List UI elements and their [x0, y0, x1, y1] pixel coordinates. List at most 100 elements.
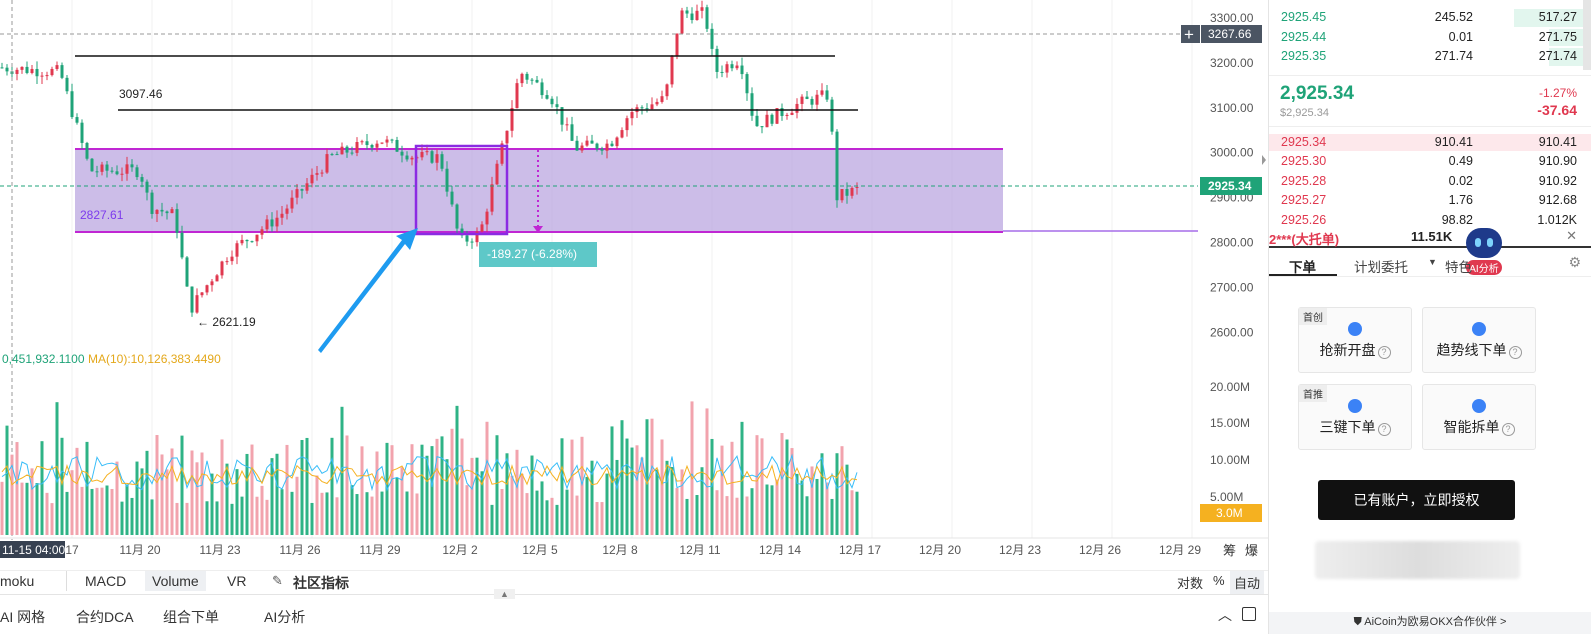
candle-body	[545, 95, 549, 99]
volume-bar	[435, 438, 439, 535]
price-axis[interactable]: 3300.003200.003100.003000.002900.002800.…	[1210, 11, 1254, 339]
chevron-up-icon[interactable]: ︿	[1218, 607, 1232, 623]
ai-assistant[interactable]: AI分析	[1462, 226, 1506, 282]
scrollbar[interactable]	[1583, 0, 1591, 70]
help-icon[interactable]: ?	[1377, 346, 1391, 359]
tab-order-underline	[1269, 274, 1337, 276]
blue-arrow[interactable]	[318, 228, 418, 353]
indicator-tab-moku[interactable]: moku	[0, 573, 35, 589]
scale-log[interactable]: 对数	[1177, 576, 1204, 591]
popout-icon[interactable]	[1242, 607, 1256, 621]
orderbook-price: 2925.30	[1281, 154, 1327, 168]
tab-plan[interactable]: 计划委托	[1354, 260, 1408, 275]
orderbook-row[interactable]: 2925.45 245.52 517.27	[1269, 8, 1591, 28]
authorize-button[interactable]: 已有账户，立即授权	[1318, 480, 1515, 520]
side-label-liq[interactable]: 爆	[1245, 543, 1258, 558]
volume-bar	[710, 438, 714, 535]
volume-bar	[285, 444, 289, 535]
orderbook-row[interactable]: 2925.35 271.74 271.74	[1269, 47, 1591, 67]
volume-bar	[850, 490, 854, 535]
crosshair-plus-box[interactable]	[1181, 25, 1200, 43]
card-smart-split[interactable]: 智能拆单?	[1422, 384, 1536, 450]
bottom-tab-ai-analysis[interactable]: AI分析	[264, 609, 306, 625]
scale-percent[interactable]: %	[1213, 573, 1225, 588]
indicator-tab-vr[interactable]: VR	[227, 573, 247, 589]
candle-body	[330, 154, 334, 156]
highlight-rectangle[interactable]	[414, 144, 509, 236]
orderbook-row[interactable]: 2925.28 0.02 910.92	[1269, 172, 1591, 192]
volume-bar	[735, 497, 739, 535]
candle-body	[210, 281, 214, 286]
candle-body	[60, 65, 64, 78]
time-axis[interactable]: 17 11月 20 11月 23 11月 26 11月 29 12月 2 12月 5 12月 …	[65, 543, 1201, 557]
crosshair-price: 3267.66	[1208, 27, 1252, 41]
candle-body	[680, 10, 684, 34]
bottom-tab-ai-grid[interactable]: AI 网格	[0, 609, 46, 625]
candle-body	[115, 171, 119, 175]
drag-handle-icon[interactable]: ▲	[494, 589, 515, 599]
bottom-tab-combo[interactable]: 组合下单	[163, 609, 219, 625]
candle-body	[325, 154, 329, 173]
footer-notice[interactable]: ⛊ AiCoin为欧易OKX合作伙伴 >	[1269, 612, 1591, 634]
volume-bar	[590, 460, 594, 535]
candle-body	[405, 155, 409, 160]
side-label-chip[interactable]: 筹	[1223, 543, 1236, 558]
volume-bar	[125, 484, 129, 535]
candle-body	[80, 122, 84, 143]
volume-bar	[25, 482, 29, 535]
indicator-tab-community[interactable]: 社区指标	[293, 575, 349, 591]
volume-bar	[145, 450, 149, 535]
gear-icon[interactable]: ⚙	[1568, 254, 1581, 270]
orderbook-row[interactable]: 2925.26 98.82 1.012K	[1269, 211, 1591, 231]
orderbook-row[interactable]: 2925.34 910.41 910.41	[1269, 133, 1591, 153]
card-tag: 首推	[1299, 385, 1327, 402]
candle-body	[0, 67, 4, 69]
volume-value-label: 3.0M	[1216, 506, 1243, 520]
orderbook-size: 1.76	[1448, 193, 1473, 207]
box-label: 2827.61	[80, 208, 124, 222]
indicator-tab-volume[interactable]: Volume	[145, 571, 206, 591]
candle-body	[550, 98, 554, 105]
edit-icon[interactable]: ✎	[272, 573, 283, 588]
tab-order[interactable]: 下单	[1289, 260, 1316, 275]
card-label: 趋势线下单	[1436, 342, 1507, 358]
volume-bar	[755, 435, 759, 535]
orderbook-row[interactable]: 2925.30 0.49 910.90	[1269, 152, 1591, 172]
candle-body	[285, 208, 289, 214]
card-three-key[interactable]: 首推 三键下单?	[1298, 384, 1412, 450]
help-icon[interactable]: ?	[1501, 423, 1515, 436]
candle-body	[505, 130, 509, 144]
orderbook-row[interactable]: 2925.27 1.76 912.68	[1269, 191, 1591, 211]
scale-auto[interactable]: 自动	[1230, 571, 1265, 594]
price-chart[interactable]: 3097.46 ← 2621.19 2827.61 -189.27 (-6.28…	[0, 0, 1268, 570]
candle-body	[315, 173, 319, 175]
orderbook-size: 245.52	[1434, 10, 1473, 24]
card-new-listing[interactable]: 首创 抢新开盘?	[1298, 307, 1412, 373]
collapse-handle-icon[interactable]	[1262, 155, 1266, 165]
big-order-row: 2***(大托单) 11.51K ✕	[1269, 226, 1591, 248]
volume-bar	[455, 405, 459, 535]
volume-bar	[820, 453, 824, 535]
volume-bar	[675, 488, 679, 535]
volume-bar	[165, 469, 169, 535]
help-icon[interactable]: ?	[1377, 423, 1391, 436]
candle-body	[175, 209, 179, 233]
volume-legend-1: 0,451,932.1100	[2, 352, 85, 366]
crosshair-price-box	[1201, 25, 1262, 43]
chevron-down-icon[interactable]: ▼	[1428, 257, 1437, 267]
volume-bar	[790, 448, 794, 535]
bottom-tab-dca[interactable]: 合约DCA	[76, 609, 134, 625]
crosshair-plus-icon[interactable]: +	[1184, 25, 1194, 44]
tab-featured[interactable]: 特色	[1445, 260, 1472, 275]
close-icon[interactable]: ✕	[1566, 228, 1577, 243]
orderbook-total: 910.90	[1538, 154, 1577, 168]
indicator-tab-macd[interactable]: MACD	[85, 573, 127, 589]
orderbook-size: 0.49	[1448, 154, 1473, 168]
volume-bar	[530, 455, 534, 535]
card-trendline[interactable]: 趋势线下单?	[1422, 307, 1536, 373]
help-icon[interactable]: ?	[1508, 346, 1522, 359]
orderbook-row[interactable]: 2925.44 0.01 271.75	[1269, 28, 1591, 48]
candle-body	[340, 146, 344, 155]
volume-bar	[320, 492, 324, 535]
volume-bar	[390, 445, 394, 535]
